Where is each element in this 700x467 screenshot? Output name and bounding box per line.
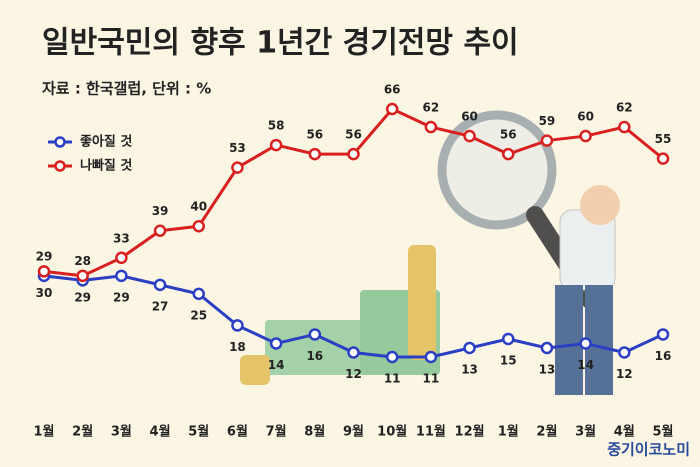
point — [385, 350, 399, 364]
point — [269, 337, 283, 350]
x-tick-label: 9월 — [343, 424, 364, 440]
chart-title: 일반국민의 향후 1년간 경기전망 추이 — [42, 26, 519, 61]
data-label: 13 — [461, 362, 478, 376]
data-label: 25 — [190, 308, 207, 322]
data-label: 56 — [500, 128, 517, 142]
data-label: 56 — [306, 128, 323, 142]
data-label: 14 — [577, 358, 594, 372]
data-label: 62 — [423, 101, 440, 115]
point — [153, 224, 167, 237]
data-label: 12 — [616, 367, 633, 381]
point — [308, 147, 322, 161]
x-tick-label: 6월 — [227, 424, 248, 440]
data-label: 11 — [384, 372, 401, 386]
point — [347, 147, 360, 161]
x-tick-label: 10월 — [377, 424, 407, 440]
legend-label: 좋아질 것 — [80, 134, 132, 150]
x-tick-label: 3월 — [575, 424, 596, 440]
x-tick-label: 2월 — [536, 424, 557, 440]
point — [192, 287, 205, 301]
illustration — [437, 110, 620, 395]
data-label: 56 — [345, 128, 362, 142]
point — [618, 120, 631, 134]
point — [579, 129, 592, 143]
point — [540, 134, 554, 147]
legend-label: 나빠질 것 — [80, 158, 132, 174]
data-label: 15 — [500, 353, 517, 367]
data-label: 12 — [345, 367, 362, 381]
data-label: 18 — [229, 340, 246, 354]
data-label: 29 — [74, 290, 91, 304]
x-tick-label: 8월 — [304, 424, 325, 440]
point — [269, 138, 283, 152]
source: 중기이코노미 — [607, 441, 690, 459]
data-label: 59 — [539, 114, 556, 128]
point — [308, 328, 322, 341]
data-label: 16 — [306, 349, 323, 363]
data-label: 60 — [577, 110, 594, 124]
x-tick-label: 11월 — [416, 424, 446, 440]
point — [424, 350, 438, 364]
point — [231, 161, 244, 174]
x-tick-label: 1월 — [33, 424, 54, 440]
point — [385, 102, 399, 116]
point — [502, 332, 515, 346]
point — [76, 269, 89, 283]
legend-marker — [54, 136, 66, 148]
point — [115, 269, 128, 283]
x-tick-label: 12월 — [455, 424, 485, 440]
data-label: 14 — [268, 358, 285, 372]
data-label: 11 — [423, 372, 440, 386]
chart-subtitle: 자료 : 한국갤럽, 단위 : % — [42, 80, 211, 98]
data-label: 53 — [229, 141, 246, 155]
data-label: 29 — [36, 249, 53, 263]
x-tick-label: 5월 — [652, 424, 673, 440]
data-label: 27 — [152, 299, 169, 313]
point — [618, 346, 631, 359]
x-tick-label: 4월 — [614, 424, 635, 440]
x-tick-label: 3월 — [111, 424, 132, 440]
point — [192, 219, 205, 233]
data-label: 62 — [616, 101, 633, 115]
legend-marker — [54, 160, 66, 172]
data-label: 58 — [268, 119, 285, 133]
x-tick-label: 7월 — [266, 424, 287, 440]
data-label: 29 — [113, 290, 130, 304]
point — [463, 129, 476, 143]
point — [579, 337, 592, 350]
point — [656, 328, 670, 341]
data-label: 66 — [384, 83, 401, 97]
x-tick-label: 1월 — [498, 424, 519, 440]
data-label: 60 — [461, 110, 478, 124]
point — [424, 120, 438, 134]
point — [502, 147, 515, 161]
data-label: 28 — [74, 254, 91, 268]
point — [153, 278, 167, 292]
point — [115, 251, 128, 265]
data-label: 40 — [190, 200, 207, 214]
point — [231, 319, 244, 332]
data-label: 30 — [36, 286, 53, 300]
point — [37, 265, 51, 278]
data-label: 13 — [539, 362, 556, 376]
x-tick-label: 2월 — [72, 424, 93, 440]
data-label: 39 — [152, 204, 169, 218]
x-tick-label: 5월 — [188, 424, 209, 440]
data-label: 16 — [655, 349, 672, 363]
point — [463, 341, 476, 355]
point — [540, 341, 554, 355]
data-label: 55 — [655, 132, 672, 146]
data-label: 33 — [113, 231, 130, 245]
x-tick-label: 4월 — [150, 424, 171, 440]
point — [656, 152, 670, 165]
illustration-money — [240, 245, 440, 385]
point — [347, 346, 360, 359]
